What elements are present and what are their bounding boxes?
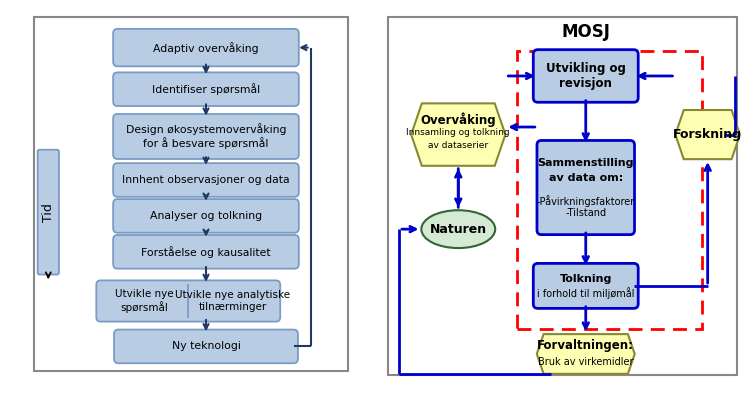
FancyBboxPatch shape <box>113 199 299 233</box>
Text: Forvaltningen:: Forvaltningen: <box>538 339 634 352</box>
FancyBboxPatch shape <box>537 140 635 235</box>
Text: Forskning: Forskning <box>673 128 742 141</box>
Text: Utvikle nye analytiske
tilnærminger: Utvikle nye analytiske tilnærminger <box>175 290 290 312</box>
Text: Design økosystemovervåking
for å besvare spørsmål: Design økosystemovervåking for å besvare… <box>126 124 287 149</box>
Text: Tid: Tid <box>41 203 55 221</box>
Text: Naturen: Naturen <box>430 223 487 236</box>
Text: Utvikle nye
spørsmål: Utvikle nye spørsmål <box>115 289 173 313</box>
Text: Forståelse og kausalitet: Forståelse og kausalitet <box>141 246 271 258</box>
Text: i forhold til miljømål: i forhold til miljømål <box>537 287 635 299</box>
Text: MOSJ: MOSJ <box>561 24 610 41</box>
Text: Ny teknologi: Ny teknologi <box>172 342 241 351</box>
FancyBboxPatch shape <box>113 235 299 269</box>
Bar <box>34 17 348 371</box>
Text: Utvikling og
revisjon: Utvikling og revisjon <box>546 62 626 90</box>
FancyBboxPatch shape <box>38 150 59 275</box>
FancyBboxPatch shape <box>533 263 638 309</box>
Text: av dataserier: av dataserier <box>428 141 489 151</box>
Text: Bruk av virkemidler: Bruk av virkemidler <box>538 357 633 367</box>
Text: Overvåking: Overvåking <box>421 112 496 127</box>
FancyBboxPatch shape <box>114 329 298 363</box>
Text: Sammenstilling: Sammenstilling <box>538 158 634 168</box>
FancyBboxPatch shape <box>97 281 280 322</box>
Polygon shape <box>537 334 635 374</box>
Text: Tolkning: Tolkning <box>559 274 612 284</box>
FancyBboxPatch shape <box>533 50 638 102</box>
Text: Innhent observasjoner og data: Innhent observasjoner og data <box>122 175 290 185</box>
Polygon shape <box>676 110 740 159</box>
Text: av data om:: av data om: <box>549 173 623 183</box>
Text: Adaptiv overvåking: Adaptiv overvåking <box>153 42 259 54</box>
FancyBboxPatch shape <box>113 163 299 197</box>
Ellipse shape <box>421 210 495 248</box>
FancyBboxPatch shape <box>113 72 299 106</box>
Polygon shape <box>411 103 505 166</box>
FancyBboxPatch shape <box>113 114 299 159</box>
Text: -Tilstand: -Tilstand <box>566 208 606 218</box>
Text: Innsamling og tolkning: Innsamling og tolkning <box>406 128 510 137</box>
Text: Identifiser spørsmål: Identifiser spørsmål <box>152 83 260 95</box>
Text: Analyser og tolkning: Analyser og tolkning <box>150 211 262 221</box>
Bar <box>517 51 702 329</box>
Text: -Påvirkningsfaktorer: -Påvirkningsfaktorer <box>537 195 635 207</box>
FancyBboxPatch shape <box>113 29 299 66</box>
